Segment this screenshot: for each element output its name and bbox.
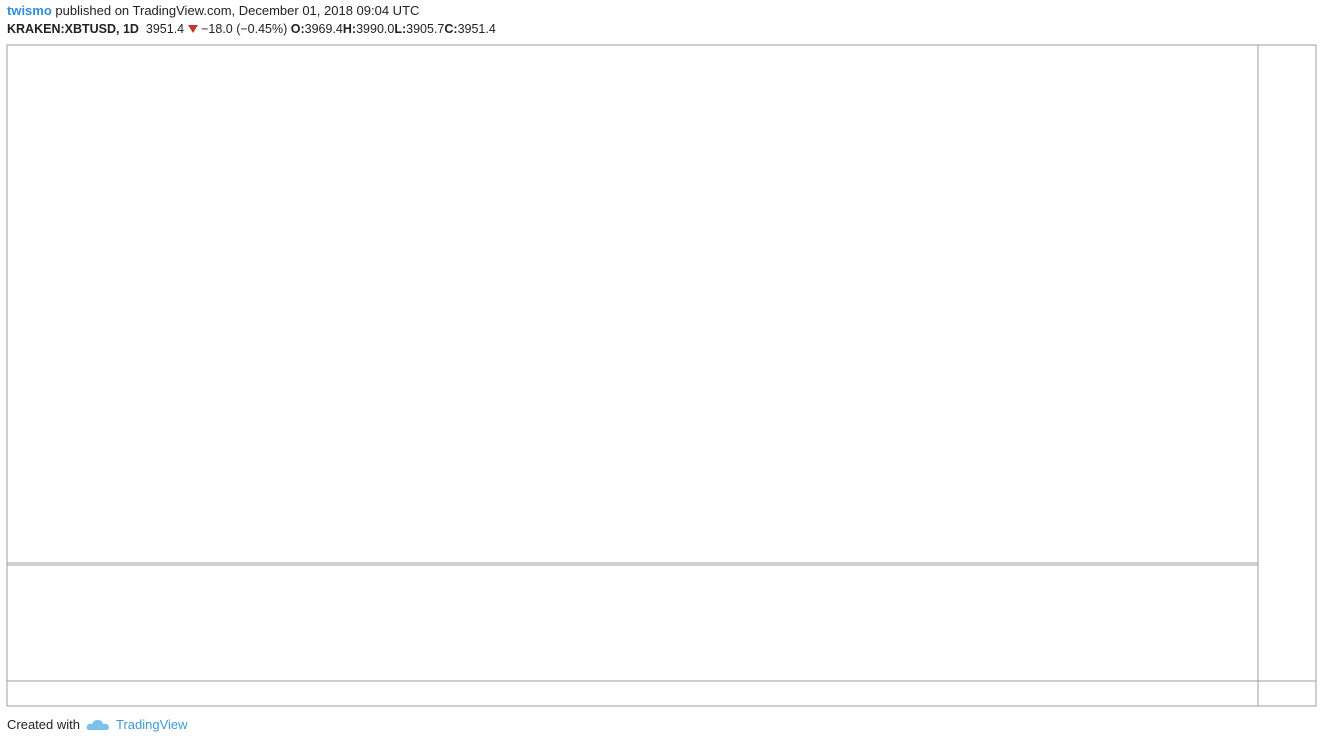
symbol: KRAKEN:XBTUSD, 1D: [7, 22, 139, 36]
symbol-line: KRAKEN:XBTUSD, 1D 3951.4 −18.0 (−0.45%) …: [7, 22, 496, 36]
down-arrow: [187, 25, 198, 33]
indicator-pane-border: [6, 564, 1259, 682]
ohlc: O:3969.4H:3990.0L:3905.7C:3951.4: [291, 22, 496, 36]
chart-border: [6, 44, 1317, 707]
brand[interactable]: TradingView: [115, 717, 188, 732]
author[interactable]: twismo: [7, 3, 52, 18]
ohlc-value: 3905.7: [406, 22, 445, 36]
ohlc-key: C:: [444, 22, 458, 36]
publish-info: published on TradingView.com, December 0…: [55, 3, 420, 18]
footer: Created with TradingView: [7, 717, 188, 732]
ohlc-key: L:: [394, 22, 407, 36]
main-pane-border: [6, 44, 1259, 564]
ohlc-value: 3969.4: [304, 22, 343, 36]
change: −18.0 (−0.45%): [201, 22, 288, 36]
created-with: Created with: [7, 717, 80, 732]
ohlc-key: H:: [342, 22, 357, 36]
ohlc-value: 3990.0: [356, 22, 395, 36]
brand-logo: [86, 719, 109, 730]
last-price: 3951.4: [145, 22, 185, 36]
publish-line: twismo published on TradingView.com, Dec…: [7, 3, 419, 18]
ohlc-key: O:: [290, 22, 305, 36]
ohlc-value: 3951.4: [457, 22, 496, 36]
